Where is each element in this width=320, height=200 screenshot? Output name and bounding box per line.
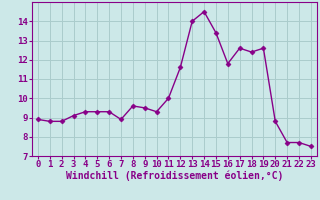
X-axis label: Windchill (Refroidissement éolien,°C): Windchill (Refroidissement éolien,°C) bbox=[66, 171, 283, 181]
